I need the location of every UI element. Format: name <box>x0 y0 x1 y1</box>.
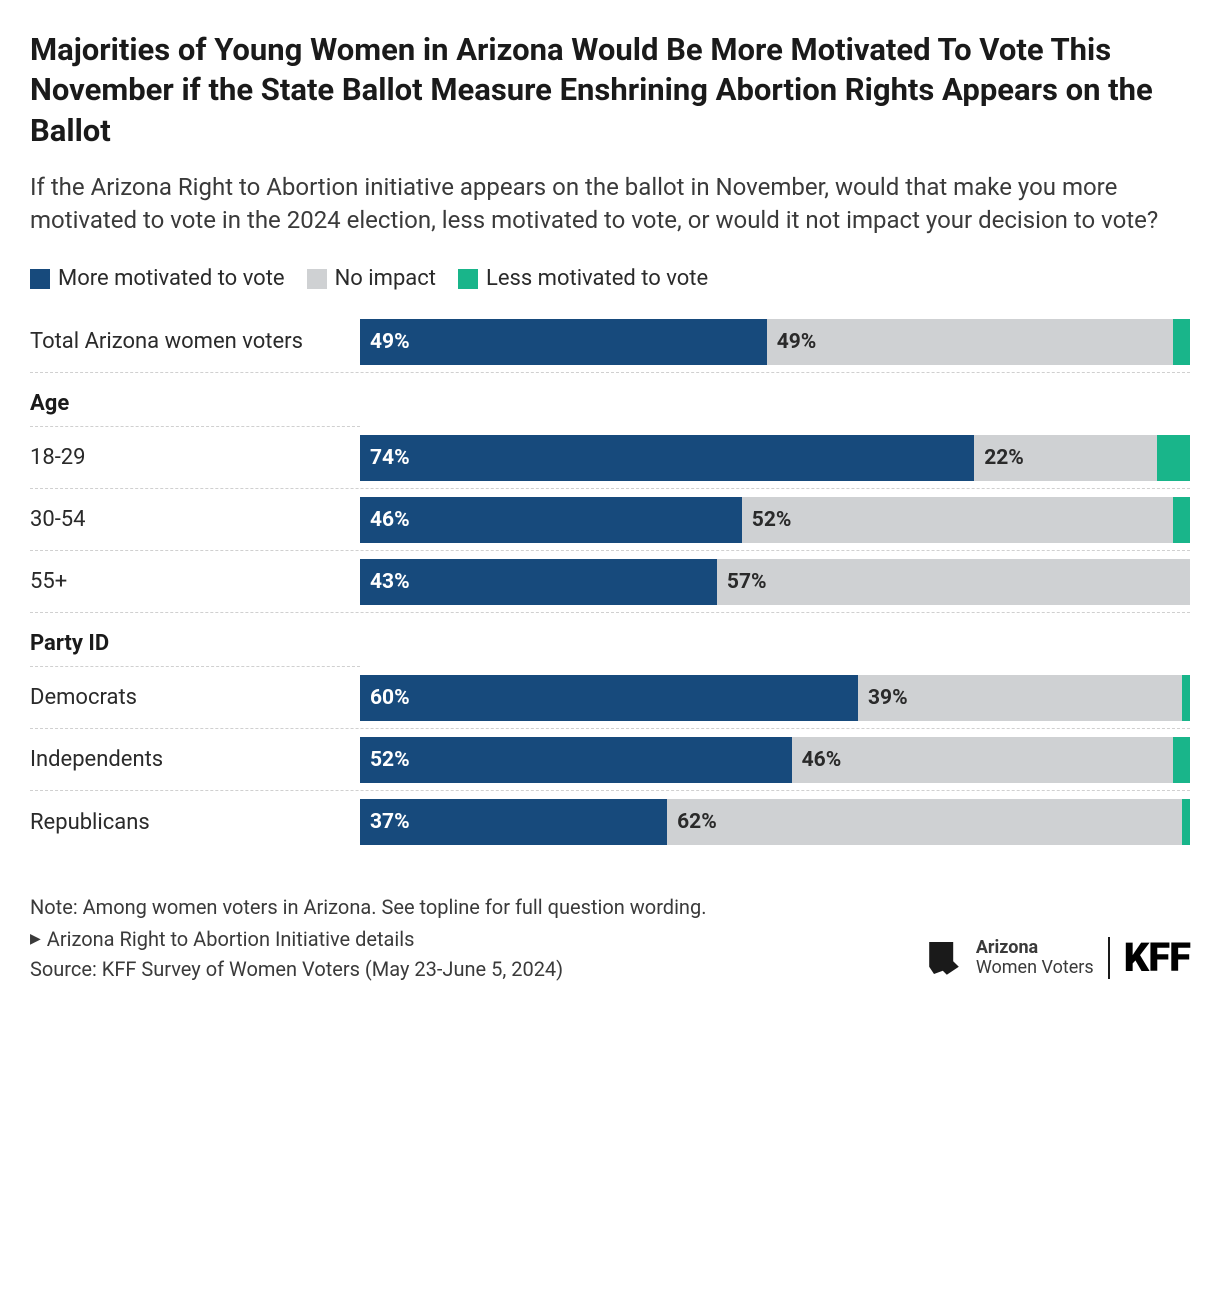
bar-segment: 37% <box>360 799 667 845</box>
legend-swatch <box>458 269 478 289</box>
bar: 46%52% <box>360 497 1190 543</box>
bar-segment: 49% <box>360 319 767 365</box>
bar-segment: 52% <box>360 737 792 783</box>
arizona-icon <box>922 938 962 978</box>
kff-logo: KFF <box>1124 934 1190 981</box>
bar-segment: 46% <box>360 497 742 543</box>
row-label: Independents <box>30 741 360 778</box>
legend-item: Less motivated to vote <box>458 266 708 291</box>
brand-line1: Arizona <box>976 938 1094 958</box>
bar-segment: 57% <box>717 559 1190 605</box>
legend-label: More motivated to vote <box>58 266 285 291</box>
bar-segment: 60% <box>360 675 858 721</box>
group-heading: Age <box>30 373 360 427</box>
stacked-bar-chart: Total Arizona women voters49%49%Age18-29… <box>30 311 1190 853</box>
row-label: Democrats <box>30 679 360 716</box>
bar-segment: 43% <box>360 559 717 605</box>
row-label: Republicans <box>30 804 360 841</box>
bar: 43%57% <box>360 559 1190 605</box>
chart-row: 55+43%57% <box>30 551 1190 613</box>
footer: Note: Among women voters in Arizona. See… <box>30 893 1190 981</box>
bar: 49%49% <box>360 319 1190 365</box>
row-label: 18-29 <box>30 439 360 476</box>
bar-segment: 74% <box>360 435 974 481</box>
bar-segment <box>1173 319 1190 365</box>
chart-row: Independents52%46% <box>30 729 1190 791</box>
bar-segment: 22% <box>974 435 1157 481</box>
bar: 37%62% <box>360 799 1190 845</box>
bar-segment <box>1157 435 1190 481</box>
chart-row: Republicans37%62% <box>30 791 1190 853</box>
bar-segment <box>1182 675 1190 721</box>
disclosure-label: Arizona Right to Abortion Initiative det… <box>47 927 415 951</box>
legend: More motivated to vote No impact Less moti… <box>30 266 1190 291</box>
row-label: 30-54 <box>30 501 360 538</box>
brand-line2: Women Voters <box>976 958 1094 978</box>
chart-row: Democrats60%39% <box>30 667 1190 729</box>
bar-segment: 62% <box>667 799 1182 845</box>
bar: 60%39% <box>360 675 1190 721</box>
divider <box>1108 937 1110 979</box>
chevron-right-icon: ▶ <box>30 931 41 947</box>
bar-segment: 49% <box>767 319 1174 365</box>
footer-note: Note: Among women voters in Arizona. See… <box>30 893 790 921</box>
chart-subtitle: If the Arizona Right to Abortion initiat… <box>30 171 1190 238</box>
bar-segment <box>1173 737 1190 783</box>
legend-swatch <box>307 269 327 289</box>
group-heading: Party ID <box>30 613 360 667</box>
bar: 52%46% <box>360 737 1190 783</box>
legend-label: Less motivated to vote <box>486 266 708 291</box>
legend-label: No impact <box>335 266 436 291</box>
bar-segment <box>1173 497 1190 543</box>
chart-row: Total Arizona women voters49%49% <box>30 311 1190 373</box>
row-label: Total Arizona women voters <box>30 323 360 360</box>
chart-row: 30-5446%52% <box>30 489 1190 551</box>
legend-swatch <box>30 269 50 289</box>
bar-segment <box>1182 799 1190 845</box>
bar-segment: 39% <box>858 675 1182 721</box>
legend-item: No impact <box>307 266 436 291</box>
legend-item: More motivated to vote <box>30 266 285 291</box>
bar-segment: 52% <box>742 497 1174 543</box>
row-label: 55+ <box>30 563 360 600</box>
bar: 74%22% <box>360 435 1190 481</box>
chart-title: Majorities of Young Women in Arizona Wou… <box>30 30 1190 151</box>
branding: Arizona Women Voters KFF <box>922 934 1190 981</box>
bar-segment: 46% <box>792 737 1174 783</box>
chart-row: 18-2974%22% <box>30 427 1190 489</box>
